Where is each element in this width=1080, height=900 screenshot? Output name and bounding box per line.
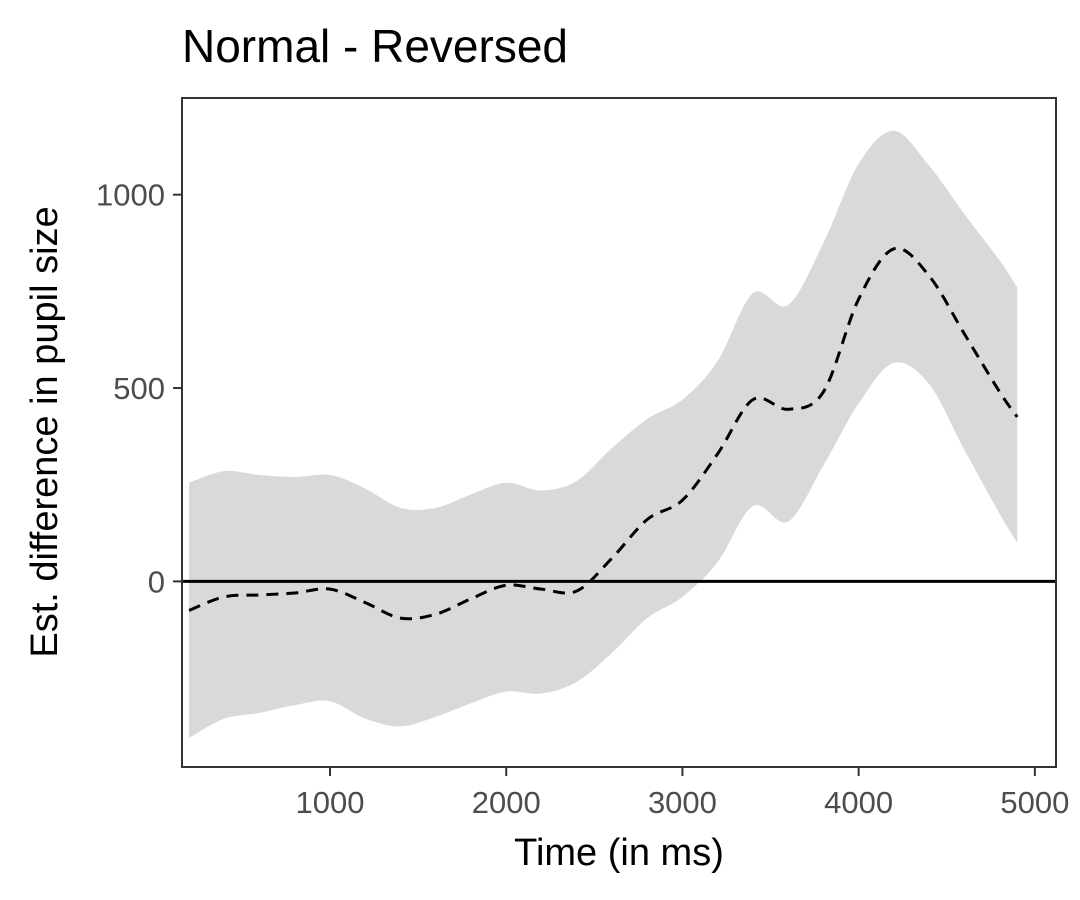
y-axis-title: Est. difference in pupil size	[24, 206, 66, 657]
series-line-layer	[188, 246, 1019, 621]
estimate-line	[188, 246, 1019, 621]
x-axis: 1000 2000 3000 4000 5000	[296, 767, 1069, 820]
y-tick-label: 1000	[96, 178, 165, 213]
confidence-band	[189, 130, 1018, 738]
y-tick-label: 500	[113, 371, 165, 406]
plot-panel-border	[181, 97, 1057, 768]
x-tick-label: 3000	[648, 785, 717, 820]
x-tick-label: 4000	[824, 785, 893, 820]
x-tick-label: 1000	[296, 785, 365, 820]
x-tick-label: 2000	[472, 785, 541, 820]
confidence-band-layer	[189, 130, 1018, 738]
x-axis-title: Time (in ms)	[514, 832, 724, 874]
y-tick-label: 0	[148, 564, 165, 599]
chart-title: Normal - Reversed	[182, 20, 568, 72]
x-tick-label: 5000	[1000, 785, 1069, 820]
y-axis: 0 500 1000	[96, 178, 182, 599]
